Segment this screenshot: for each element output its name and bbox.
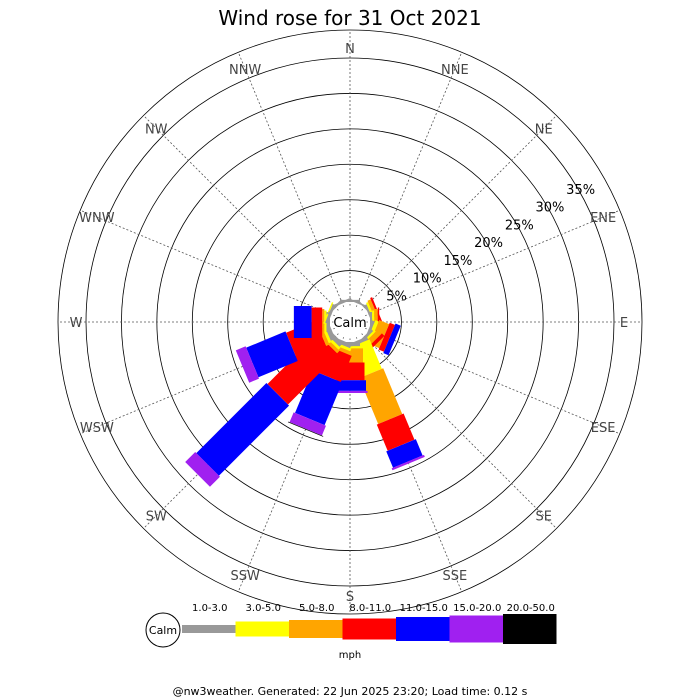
legend-label-15-0-20-0: 15.0-20.0 <box>453 603 501 614</box>
bar-sw-15-0-20-0 <box>185 452 220 487</box>
bar-w-8-0-11-0 <box>311 307 323 337</box>
radial-tick-25: 25% <box>505 218 534 233</box>
bar-sse-5-0-8-0 <box>359 368 403 425</box>
legend-calm-label: Calm <box>149 624 177 637</box>
legend-swatch-15-0-20-0 <box>449 615 503 643</box>
direction-label-sw: SW <box>146 510 167 525</box>
bar-sse-11-0-15-0 <box>386 439 423 468</box>
direction-label-nne: NNE <box>441 63 469 78</box>
footer-text: @nw3weather. Generated: 22 Jun 2025 23:2… <box>172 685 528 698</box>
legend-label-20-0-50-0: 20.0-50.0 <box>507 603 555 614</box>
direction-label-ene: ENE <box>590 211 616 226</box>
legend-swatch-3-0-5-0 <box>235 621 289 637</box>
direction-label-w: W <box>70 316 83 331</box>
spoke-ese <box>364 327 620 435</box>
legend-swatch-11-0-15-0 <box>396 617 450 641</box>
bar-s-15-0-20-0 <box>332 390 368 394</box>
bar-ssw-20-0-50-0 <box>287 421 324 437</box>
legend-swatch-20-0-50-0 <box>503 614 557 644</box>
legend-label-3-0-5-0: 3.0-5.0 <box>246 603 281 614</box>
direction-label-nnw: NNW <box>229 63 261 78</box>
bar-sse-8-0-11-0 <box>376 413 415 451</box>
direction-label-wnw: WNW <box>79 211 115 226</box>
radial-tick-30: 30% <box>535 201 564 216</box>
legend-label-5-0-8-0: 5.0-8.0 <box>299 603 334 614</box>
radial-tick-20: 20% <box>474 236 503 251</box>
grid-ring-2 <box>262 234 438 410</box>
bar-wsw-15-0-20-0 <box>235 346 260 383</box>
radial-tick-labels: 5% 10%15%20%25%30%35% <box>386 183 595 304</box>
direction-label-ssw: SSW <box>230 569 260 584</box>
spoke-nw <box>143 115 339 311</box>
bar-nnw-1-0-3-0 <box>332 297 352 308</box>
direction-label-sse: SSE <box>442 569 467 584</box>
legend-swatch-5-0-8-0 <box>289 620 343 638</box>
direction-label-s: S <box>346 590 354 605</box>
bar-w-5-0-8-0 <box>322 309 325 335</box>
legend-label-1-0-3-0: 1.0-3.0 <box>192 603 227 614</box>
bar-ese-11-0-15-0 <box>383 323 401 356</box>
legend-label-11-0-15-0: 11.0-15.0 <box>400 603 448 614</box>
wind-bars <box>185 297 425 487</box>
legend-label-8-0-11-0: 8.0-11.0 <box>349 603 391 614</box>
calm-circle <box>333 305 367 339</box>
direction-label-ese: ESE <box>591 421 616 436</box>
spoke-ene <box>364 209 620 317</box>
spoke-wnw <box>80 209 336 317</box>
direction-label-ne: NE <box>535 122 553 137</box>
legend-swatch-1-0-3-0 <box>182 625 236 633</box>
bar-ese-8-0-11-0 <box>378 322 395 352</box>
spoke-nne <box>355 52 463 308</box>
bar-sw-11-0-15-0 <box>196 382 290 476</box>
spoke-ne <box>361 115 557 311</box>
bar-sw-8-0-11-0 <box>267 333 339 405</box>
direction-label-e: E <box>620 316 628 331</box>
legend-unit-label: mph <box>339 650 361 661</box>
spoke-se <box>361 333 557 529</box>
direction-label-wsw: WSW <box>80 421 114 436</box>
direction-label-se: SE <box>536 510 552 525</box>
radial-tick-35: 35% <box>566 183 595 198</box>
direction-label-nw: NW <box>145 122 168 137</box>
legend-calm-circle <box>145 612 181 648</box>
radial-tick-10: 10% <box>413 272 442 287</box>
bar-sse-15-0-20-0 <box>391 454 425 471</box>
outer-ring <box>57 29 643 615</box>
legend-swatches: 1.0-3.0 3.0-5.0 5.0-8.0 8.0-11.0 11.0-15.0 15… <box>182 603 557 644</box>
speed-legend: Calm 1.0-3.0 3.0-5.0 5.0-8.0 8.0-11.0 11.0-1… <box>145 603 557 661</box>
grid-ring-3 <box>227 199 473 445</box>
bar-ssw-15-0-20-0 <box>289 412 326 436</box>
calm-center: Calm <box>333 305 367 339</box>
chart-title: Wind rose for 31 Oct 2021 <box>218 6 482 30</box>
spoke-nnw <box>237 52 345 308</box>
bar-wsw-11-0-15-0 <box>246 331 298 378</box>
direction-label-n: N <box>345 42 355 57</box>
direction-labels: N NNE NE ENE E ESE SE SSE S SSW SW WSW W WNW NW NNW <box>70 42 629 605</box>
calm-label: Calm <box>333 316 366 331</box>
bar-ssw-11-0-15-0 <box>295 370 343 426</box>
radial-tick-5: 5% <box>386 289 407 304</box>
bar-w-11-0-15-0 <box>293 306 312 338</box>
radial-tick-15: 15% <box>443 254 472 269</box>
legend-swatch-8-0-11-0 <box>342 618 396 640</box>
